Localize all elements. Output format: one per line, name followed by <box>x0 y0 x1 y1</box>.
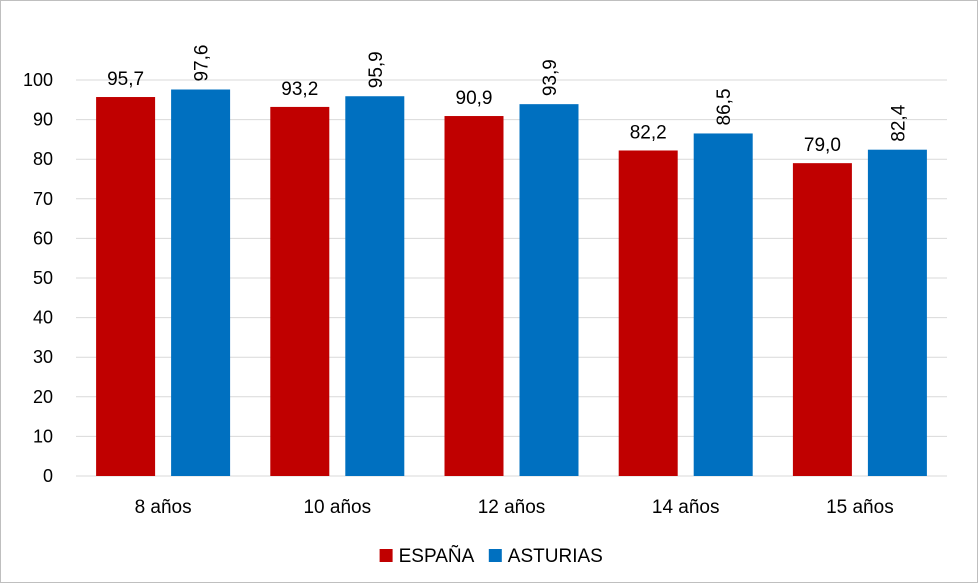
data-label: 97,6 <box>192 45 213 82</box>
data-label: 79,0 <box>804 135 841 156</box>
data-label: 82,4 <box>888 104 909 141</box>
legend-label: ESPAÑA <box>399 545 475 567</box>
x-tick-label: 14 años <box>652 497 720 518</box>
y-tick-label: 30 <box>33 347 53 367</box>
data-label: 95,7 <box>107 69 144 90</box>
legend-swatch <box>488 549 502 562</box>
data-label: 90,9 <box>456 88 493 109</box>
x-tick-label: 12 años <box>478 497 546 518</box>
bar-asturias <box>519 104 579 476</box>
legend-label: ASTURIAS <box>508 546 603 567</box>
legend-item: ESPAÑA <box>379 545 475 567</box>
data-label: 93,9 <box>540 59 561 96</box>
y-tick-label: 40 <box>33 308 53 328</box>
y-tick-label: 100 <box>23 70 53 90</box>
y-tick-label: 70 <box>33 189 53 209</box>
y-tick-label: 90 <box>33 110 53 130</box>
data-label: 86,5 <box>714 88 735 125</box>
legend-swatch <box>379 549 393 562</box>
y-tick-label: 50 <box>33 268 53 288</box>
data-label: 95,9 <box>366 51 387 88</box>
data-label: 82,2 <box>630 122 667 143</box>
y-tick-label: 10 <box>33 426 53 446</box>
bar-españa <box>618 150 678 476</box>
bar-españa <box>270 106 330 476</box>
x-tick-label: 10 años <box>303 497 371 518</box>
x-tick-label: 8 años <box>135 497 192 518</box>
x-tick-label: 15 años <box>826 497 894 518</box>
bar-asturias <box>693 133 753 476</box>
y-axis-ticks: 0 10 20 30 40 50 60 70 80 90 100 <box>23 70 53 486</box>
legend: ESPAÑA ASTURIAS <box>379 545 603 567</box>
bar-asturias <box>345 96 405 477</box>
bar-españa <box>96 97 156 476</box>
y-tick-label: 80 <box>33 149 53 169</box>
bar-españa <box>444 116 504 476</box>
y-tick-label: 60 <box>33 228 53 248</box>
y-tick-label: 20 <box>33 387 53 407</box>
x-axis-ticks: 8 años 10 años 12 años 14 años 15 años <box>135 497 894 518</box>
bar-asturias <box>171 89 231 476</box>
bar-asturias <box>867 149 927 477</box>
legend-item: ASTURIAS <box>488 546 603 567</box>
data-label: 93,2 <box>281 79 318 100</box>
bars <box>96 89 927 477</box>
value-labels: 95,7 97,6 93,2 95,9 90,9 93,9 82,2 86,5 79,0 82,4 <box>107 45 909 157</box>
bar-españa <box>792 163 852 476</box>
y-tick-label: 0 <box>43 466 53 486</box>
